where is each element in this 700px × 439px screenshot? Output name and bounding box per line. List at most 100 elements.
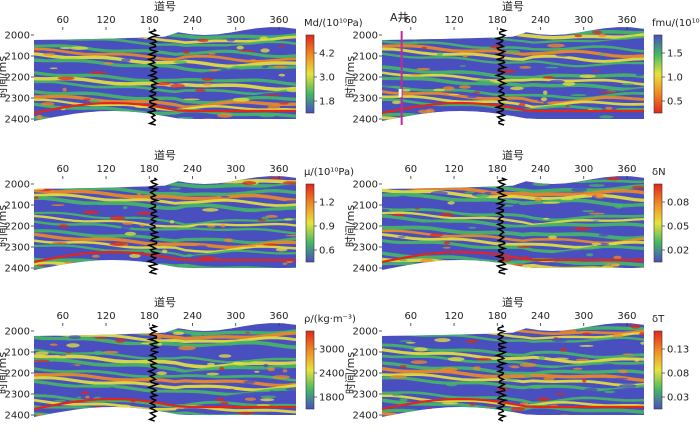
x-tick-label: 60 <box>56 311 69 322</box>
seismic-section <box>382 176 644 270</box>
y-tick-label: 2000 <box>5 327 30 338</box>
x-tick-label: 240 <box>531 15 550 26</box>
colorbar-tick-label: 0.6 <box>319 246 335 257</box>
panel-mu: 道号 60 120 180 240 300 360 时间/ms 2000 2100 2200 2300… <box>0 148 354 275</box>
x-tick-label: 240 <box>531 311 550 322</box>
colorbar-tick-label: 3000 <box>319 345 344 356</box>
colorbar-tick-label: 0.03 <box>667 393 689 404</box>
x-tick-label: 60 <box>404 15 417 26</box>
colorbar-tick-label: 0.13 <box>667 345 689 356</box>
y-tick-label: 2000 <box>353 180 378 191</box>
seismic-section <box>382 323 644 417</box>
x-axis-title: 道号 <box>154 0 176 13</box>
colorbar-tick-label: 1800 <box>319 393 344 404</box>
well-log-curve <box>494 324 509 422</box>
colorbar <box>653 330 663 410</box>
colorbar-tick-label: 0.9 <box>319 222 335 233</box>
well-a-highlight <box>398 89 402 97</box>
colorbar-title: fmu/(10¹⁰Pa) <box>652 18 700 29</box>
x-tick-label: 240 <box>183 164 202 175</box>
x-tick-label: 300 <box>574 15 593 26</box>
x-tick-label: 360 <box>617 15 636 26</box>
colorbar <box>653 183 663 263</box>
colorbar-tick-label: 0.5 <box>667 97 683 108</box>
x-tick-label: 360 <box>269 15 288 26</box>
panel-rho: 道号 60 120 180 240 300 360 时间/ms 2000 2100 2200 2300… <box>0 295 356 422</box>
x-tick-label: 60 <box>404 311 417 322</box>
colorbar-title: ρ/(kg·m⁻³) <box>304 314 356 325</box>
y-tick-label: 2400 <box>353 115 378 126</box>
x-axis-title: 道号 <box>502 0 524 13</box>
seismic-section <box>34 323 296 417</box>
x-axis-title: 道号 <box>502 148 524 162</box>
x-tick-label: 300 <box>574 311 593 322</box>
y-tick-label: 2300 <box>5 243 30 254</box>
seismic-section <box>34 27 296 122</box>
y-axis-title: 时间/ms <box>344 205 357 247</box>
x-tick-label: 300 <box>226 311 245 322</box>
x-axis-title: 道号 <box>154 295 176 309</box>
well-log-curve <box>146 324 161 422</box>
x-tick-label: 180 <box>488 311 507 322</box>
well-a-label: A井 <box>390 10 409 24</box>
colorbar-tick-label: 2400 <box>319 369 344 380</box>
y-tick-label: 2100 <box>5 201 30 212</box>
colorbar-title: Md/(10¹⁰Pa) <box>304 18 363 29</box>
colorbar-tick-label: 3.0 <box>319 73 335 84</box>
x-tick-label: 120 <box>97 164 116 175</box>
colorbar-tick-label: 4.2 <box>319 49 335 60</box>
seismic-section <box>382 27 644 122</box>
x-tick-label: 240 <box>183 311 202 322</box>
y-tick-label: 2400 <box>353 264 378 275</box>
colorbar-title: δN <box>652 167 666 178</box>
colorbar <box>305 183 315 263</box>
well-log-curve <box>493 28 508 126</box>
y-tick-label: 2300 <box>353 390 378 401</box>
x-tick-label: 120 <box>445 164 464 175</box>
y-axis-title: 时间/ms <box>0 352 9 394</box>
x-tick-label: 120 <box>97 15 116 26</box>
seismic-section <box>34 176 296 270</box>
y-tick-label: 2000 <box>353 327 378 338</box>
y-tick-label: 2200 <box>5 369 30 380</box>
well-log-curve <box>145 177 161 275</box>
x-tick-label: 240 <box>531 164 550 175</box>
x-tick-label: 60 <box>56 15 69 26</box>
y-tick-label: 2100 <box>5 348 30 359</box>
y-tick-label: 2400 <box>5 411 30 422</box>
y-tick-label: 2200 <box>353 369 378 380</box>
colorbar-tick-label: 1.0 <box>667 73 683 84</box>
x-tick-label: 360 <box>617 164 636 175</box>
colorbar-tick-label: 0.05 <box>667 222 689 233</box>
colorbar-title: δT <box>652 314 665 325</box>
well-log-curve <box>146 28 161 126</box>
x-tick-label: 180 <box>488 164 507 175</box>
x-tick-label: 120 <box>97 311 116 322</box>
x-tick-label: 360 <box>269 311 288 322</box>
x-axis-title: 道号 <box>502 295 524 309</box>
x-tick-label: 180 <box>488 15 507 26</box>
y-tick-label: 2200 <box>353 222 378 233</box>
y-tick-label: 2000 <box>5 31 30 42</box>
y-tick-label: 2100 <box>353 201 378 212</box>
y-tick-label: 2300 <box>5 390 30 401</box>
colorbar-tick-label: 1.2 <box>319 198 335 209</box>
x-tick-label: 300 <box>226 164 245 175</box>
colorbar-tick-label: 0.08 <box>667 369 689 380</box>
colorbar-title: μ/(10¹⁰Pa) <box>304 167 354 178</box>
colorbar-tick-label: 0.02 <box>667 246 689 257</box>
y-tick-label: 2000 <box>5 180 30 191</box>
x-tick-label: 60 <box>56 164 69 175</box>
y-tick-label: 2100 <box>353 348 378 359</box>
x-tick-label: 60 <box>404 164 417 175</box>
y-tick-label: 2000 <box>353 31 378 42</box>
y-axis-title: 时间/ms <box>0 56 9 98</box>
colorbar <box>653 34 663 114</box>
x-axis-title: 道号 <box>154 148 176 162</box>
colorbar-tick-label: 1.5 <box>667 49 683 60</box>
y-tick-label: 2200 <box>353 73 378 84</box>
colorbar-tick-label: 1.8 <box>319 97 335 108</box>
panel-dt: 道号 60 120 180 240 300 360 时间/ms 2000 2100 2200 2300… <box>344 295 689 422</box>
x-tick-label: 120 <box>445 311 464 322</box>
